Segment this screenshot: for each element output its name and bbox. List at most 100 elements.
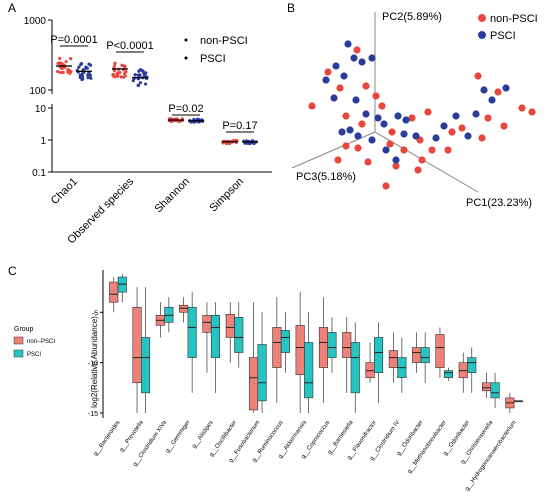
c-legend-label-psci: PSCI bbox=[27, 352, 41, 358]
b-point-psci bbox=[340, 72, 348, 80]
b-point-psci bbox=[440, 122, 448, 130]
b-point-psci bbox=[502, 84, 510, 92]
c-x-tick-labels: g__Bacteroidesg__Prevotellag__Clostridiu… bbox=[93, 419, 518, 492]
b-point-nonpsci bbox=[478, 134, 486, 142]
a-data-point bbox=[58, 56, 62, 60]
b-point-nonpsci bbox=[354, 144, 362, 152]
c-box-nonpsci bbox=[342, 332, 352, 358]
c-box-nonpsci bbox=[109, 281, 119, 303]
b-point-psci bbox=[354, 132, 362, 140]
c-x-tick-label: g__Hydrogenoanaerobacterium bbox=[464, 420, 517, 493]
a-data-point bbox=[119, 75, 124, 79]
b-point-nonpsci bbox=[378, 102, 386, 110]
c-legend: Group non--PSCI PSCI bbox=[13, 326, 55, 358]
b-point-psci bbox=[358, 58, 366, 66]
b-point-nonpsci bbox=[428, 146, 436, 154]
b-point-nonpsci bbox=[392, 162, 400, 170]
c-box-psci bbox=[304, 342, 314, 399]
a-data-point bbox=[58, 70, 63, 75]
b-point-psci bbox=[350, 54, 358, 62]
a-y-tick-label: 100 bbox=[29, 86, 46, 97]
c-box-psci bbox=[187, 306, 197, 358]
a-legend-label-nonpsci: non-PSCI bbox=[200, 35, 248, 47]
a-y-tick-label: 1000 bbox=[24, 16, 47, 27]
a-x-tick-label: Chao1 bbox=[49, 176, 80, 207]
b-point-nonpsci bbox=[518, 104, 526, 112]
b-point-psci bbox=[374, 114, 382, 122]
b-point-psci bbox=[464, 132, 472, 140]
b-point-psci bbox=[392, 156, 400, 164]
c-legend-swatch-psci bbox=[13, 349, 24, 358]
c-x-tick-label: g__Gemmiger bbox=[165, 420, 192, 455]
a-pvalue-label: P=0.02 bbox=[168, 103, 203, 115]
b-point-psci bbox=[380, 120, 388, 128]
a-data-point bbox=[120, 63, 124, 67]
a-y-tick-label: 10 bbox=[35, 104, 47, 115]
b-point-psci bbox=[346, 126, 354, 134]
c-box-nonpsci bbox=[249, 357, 259, 411]
b-point-psci bbox=[330, 94, 338, 102]
c-box-nonpsci bbox=[202, 314, 212, 333]
a-data-point bbox=[115, 72, 119, 76]
c-legend-label-nonpsci: non--PSCI bbox=[27, 339, 55, 345]
a-legend: non-PSCI PSCI bbox=[184, 35, 248, 65]
a-data-point bbox=[136, 83, 141, 88]
b-point-nonpsci bbox=[500, 122, 508, 130]
c-box-psci bbox=[257, 344, 267, 402]
a-y-tick-label: 1 bbox=[40, 136, 46, 147]
c-box-psci bbox=[141, 337, 151, 394]
b-point-nonpsci bbox=[336, 84, 344, 92]
a-data-point bbox=[89, 76, 93, 80]
c-box-nonpsci bbox=[295, 325, 305, 376]
c-box-nonpsci bbox=[435, 334, 445, 368]
b-point-nonpsci bbox=[353, 46, 361, 54]
a-data-point bbox=[138, 81, 142, 85]
b-point-psci bbox=[412, 132, 420, 140]
b-point-nonpsci bbox=[400, 146, 408, 154]
a-data-point bbox=[124, 70, 128, 74]
b-pc3-axis bbox=[291, 131, 376, 169]
a-pvalue-label: P=0.17 bbox=[222, 120, 257, 132]
b-point-psci bbox=[488, 96, 496, 104]
c-legend-swatch-nonpsci bbox=[13, 336, 24, 345]
b-point-nonpsci bbox=[334, 156, 342, 164]
c-box-nonpsci bbox=[132, 306, 142, 384]
b-point-psci bbox=[352, 96, 360, 104]
b-point-nonpsci bbox=[372, 92, 380, 100]
panel-b: B PC2(5.89%) PC3(5.18%) PC1(23.23%) non-… bbox=[287, 1, 538, 209]
c-box-psci bbox=[443, 370, 454, 379]
c-box-psci bbox=[280, 330, 290, 353]
a-data-point bbox=[80, 74, 85, 78]
a-data-point bbox=[68, 71, 72, 75]
c-box-psci bbox=[327, 332, 337, 358]
c-legend-title: Group bbox=[14, 326, 34, 333]
b-point-psci bbox=[382, 146, 390, 154]
b-point-nonpsci bbox=[342, 142, 350, 150]
c-box-nonpsci bbox=[272, 327, 282, 368]
c-x-tick-label: g__Bacteroides bbox=[93, 420, 122, 458]
b-point-psci bbox=[480, 86, 488, 94]
b-axis-label-pc2: PC2(5.89%) bbox=[382, 11, 442, 23]
b-point-psci bbox=[452, 112, 460, 120]
b-axis-label-pc1: PC1(23.23%) bbox=[466, 197, 532, 209]
b-axis-label-pc3: PC3(5.18%) bbox=[296, 171, 356, 183]
a-data-point bbox=[86, 73, 90, 77]
c-y-tick-group: -5 -10 -15 bbox=[88, 310, 103, 418]
a-data-point bbox=[67, 68, 71, 73]
b-point-nonpsci bbox=[408, 114, 416, 122]
c-x-tick-label: g__Alistipes bbox=[191, 420, 214, 450]
b-point-nonpsci bbox=[484, 114, 492, 122]
a-y-tick-label: 0.1 bbox=[32, 168, 46, 179]
a-data-point bbox=[131, 79, 135, 83]
c-box-nonpsci bbox=[179, 304, 189, 313]
c-box-nonpsci bbox=[412, 347, 422, 363]
b-point-nonpsci bbox=[528, 108, 536, 116]
panel-c: C log2(Relative Abundance) -5 -10 -15 g__B… bbox=[8, 264, 523, 492]
b-point-nonpsci bbox=[324, 68, 332, 76]
panel-label-c: C bbox=[8, 264, 17, 278]
a-data-point bbox=[112, 65, 116, 69]
a-data-point bbox=[79, 63, 83, 67]
b-legend-dot-psci bbox=[478, 31, 486, 39]
